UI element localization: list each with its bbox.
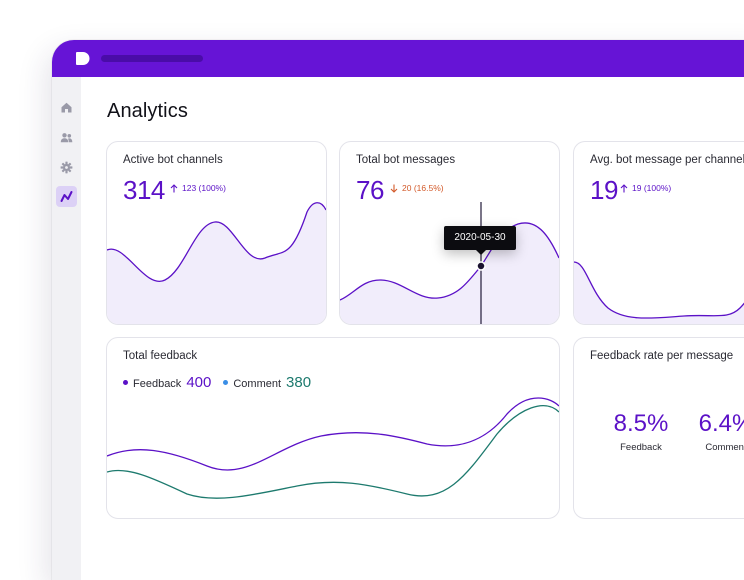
area-chart <box>574 261 744 324</box>
card-title: Total bot messages <box>356 154 456 166</box>
legend-comment-label: Comment <box>233 378 282 390</box>
card-title: Active bot channels <box>123 154 223 166</box>
arrow-up-icon <box>170 183 178 192</box>
home-icon[interactable] <box>56 97 77 118</box>
delta-value: 19 (100%) <box>632 183 672 193</box>
comment-rate: 6.4% Comment <box>686 410 744 453</box>
total-feedback-card: Total feedback Feedback 400 Comment 380 <box>106 337 560 519</box>
hover-point[interactable] <box>476 261 486 271</box>
card-title: Feedback rate per message <box>590 350 734 362</box>
comment-rate-label: Comment <box>705 442 744 453</box>
comment-rate-value: 6.4% <box>698 410 744 437</box>
page-title: Analytics <box>107 100 188 122</box>
metric-delta: 123 (100%) <box>170 183 226 193</box>
delta-value: 20 (16.5%) <box>402 183 444 193</box>
analytics-icon[interactable] <box>56 186 77 207</box>
card-title: Avg. bot message per channel <box>590 154 744 166</box>
feedback-rate-value: 8.5% <box>613 410 669 437</box>
arrow-down-icon <box>390 184 398 193</box>
feedback-rate-card: Feedback rate per message 8.5% Feedback … <box>573 337 744 519</box>
logo-icon <box>76 52 90 65</box>
date-tooltip: 2020-05-30 <box>444 226 516 255</box>
feedback-rate-label: Feedback <box>620 442 662 453</box>
arrow-up-icon <box>620 183 628 192</box>
users-icon[interactable] <box>56 127 77 148</box>
line-chart <box>107 397 559 499</box>
active-channels-card: Active bot channels 314 123 (100%) <box>106 141 327 325</box>
feedback-dot-icon <box>123 380 128 385</box>
metric-value: 76 <box>356 175 384 205</box>
comment-dot-icon <box>223 380 229 385</box>
metric-delta: 19 (100%) <box>620 183 671 193</box>
chart-legend: Feedback 400 Comment 380 <box>123 374 323 391</box>
metric-value: 19 <box>590 175 618 205</box>
metric-value: 314 <box>123 175 165 205</box>
card-title: Total feedback <box>123 350 198 362</box>
feedback-series-line <box>107 397 559 471</box>
comment-series-line <box>107 405 559 499</box>
legend-comment-value: 380 <box>286 374 312 391</box>
sidebar <box>52 77 81 580</box>
legend-feedback-value: 400 <box>186 374 212 391</box>
top-bar <box>52 40 744 77</box>
feedback-rate: 8.5% Feedback <box>601 410 681 453</box>
address-bar[interactable] <box>101 55 203 62</box>
legend-feedback-label: Feedback <box>133 378 182 390</box>
metric-delta: 20 (16.5%) <box>390 183 444 193</box>
gear-icon[interactable] <box>56 157 77 178</box>
delta-value: 123 (100%) <box>182 183 226 193</box>
area-chart <box>340 202 559 324</box>
area-chart <box>107 202 326 324</box>
avg-messages-card: Avg. bot message per channel 19 19 (100%… <box>573 141 744 325</box>
